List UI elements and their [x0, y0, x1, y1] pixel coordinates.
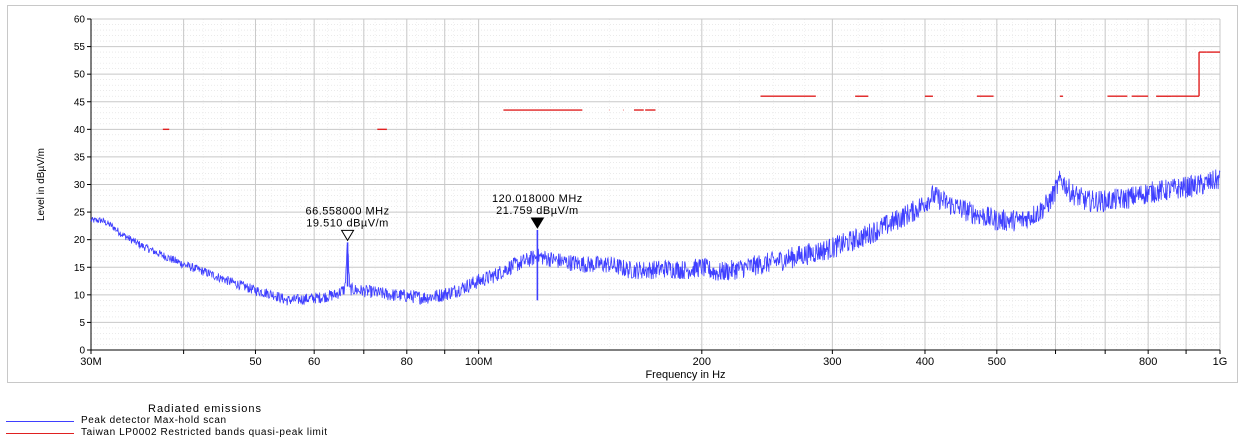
annotation-frequency: 120.018000 MHz [492, 193, 583, 205]
y-axis-label: Level in dBµV/m [36, 148, 47, 221]
x-tick-label: 300 [823, 356, 841, 368]
y-tick-label: 35 [74, 152, 86, 163]
x-tick-label: 100M [465, 356, 493, 368]
y-tick-label: 60 [74, 15, 86, 26]
x-tick-label: 50 [249, 356, 261, 368]
y-tick-label: 5 [79, 318, 85, 329]
x-tick-label: 80 [401, 356, 413, 368]
legend-title: Radiated emissions [148, 403, 262, 415]
series-peak-scan [90, 169, 1221, 306]
marker-2 [530, 217, 545, 229]
x-tick-label: 800 [1139, 356, 1157, 368]
y-tick-label: 50 [74, 70, 86, 81]
chart-frame [7, 5, 1238, 383]
x-tick-label: 60 [308, 356, 320, 368]
legend-swatch-peak-scan [6, 421, 74, 422]
y-tick-label: 55 [74, 42, 86, 53]
legend-label-limit: Taiwan LP0002 Restricted bands quasi-pea… [81, 427, 328, 438]
y-tick-label: 45 [74, 97, 86, 108]
y-tick-label: 30 [74, 180, 86, 191]
y-tick-label: 10 [74, 290, 86, 301]
y-tick-label: 40 [74, 125, 86, 136]
annotation-level: 21.759 dBµV/m [496, 205, 579, 217]
marker-1 [340, 229, 355, 242]
annotation-level: 19.510 dBµV/m [306, 217, 389, 229]
emissions-chart: 0 5 10 15 20 25 30 35 40 45 50 55 60 30M 50 60 80 100M 200… [36, 15, 1228, 382]
x-tick-label: 500 [988, 356, 1006, 368]
y-tick-label: 0 [79, 346, 85, 357]
x-tick-label: 30M [80, 356, 101, 368]
legend-swatch-limit [6, 433, 74, 434]
y-tick-label: 20 [74, 235, 86, 246]
x-tick-label: 400 [916, 356, 934, 368]
y-tick-label: 25 [74, 208, 86, 219]
x-axis-label: Frequency in Hz [645, 369, 725, 381]
annotation-frequency: 66.558000 MHz [305, 205, 389, 217]
x-tick-label: 1G [1213, 356, 1228, 368]
y-tick-label: 15 [74, 263, 86, 274]
legend-label-peak-scan: Peak detector Max-hold scan [81, 415, 227, 426]
x-tick-label: 200 [693, 356, 711, 368]
legend: Radiated emissions Peak detector Max-hol… [0, 400, 600, 443]
